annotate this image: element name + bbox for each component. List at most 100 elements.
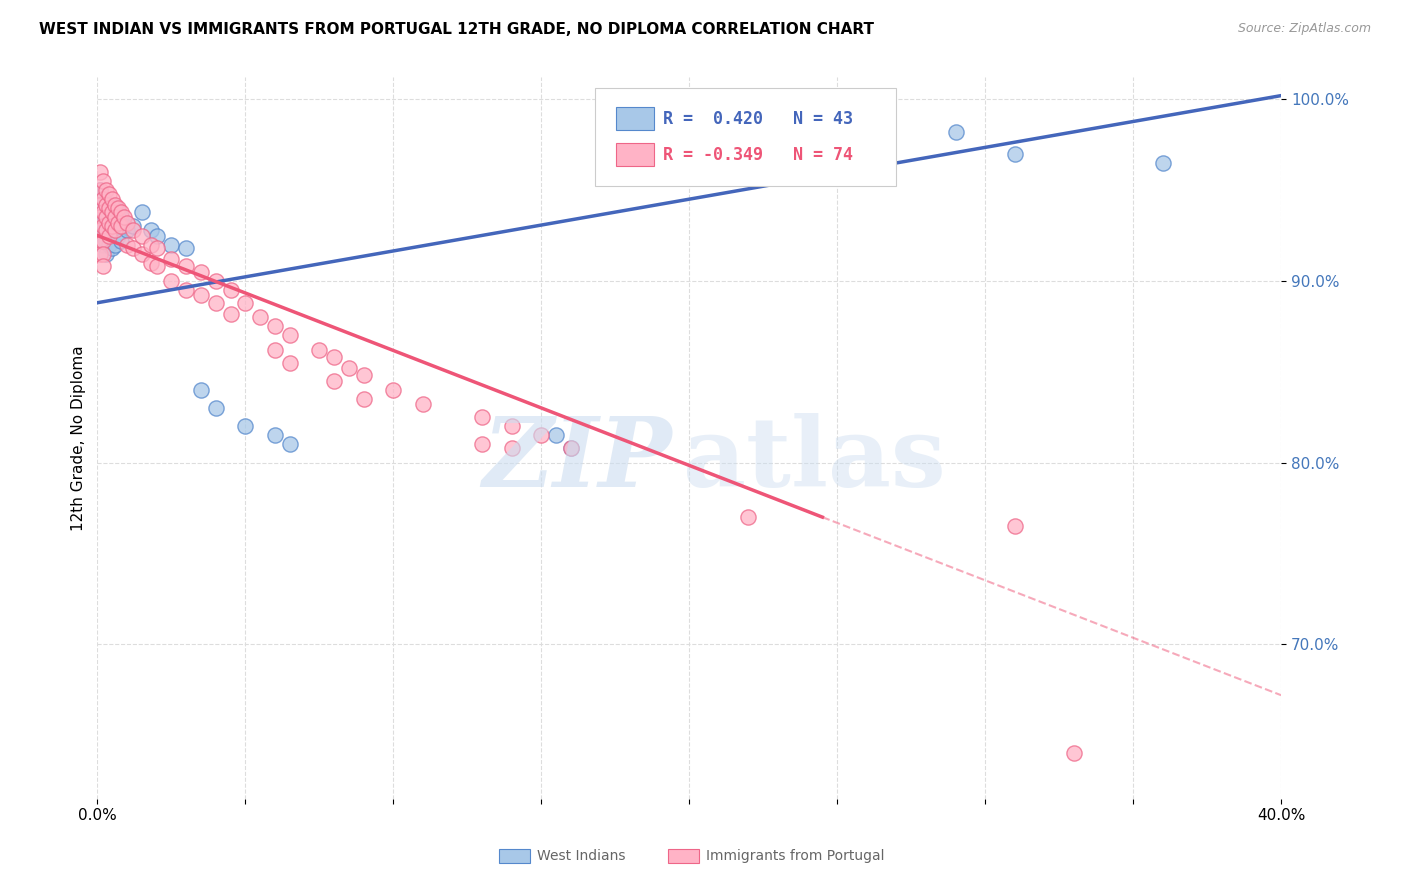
Point [89,211,111,225]
Point [264,343,287,357]
Point [204,295,226,310]
Point [98,211,121,225]
Point [98,223,121,237]
Point [91,234,114,248]
Point [174,283,197,297]
Point [412,397,434,411]
Point [278,437,301,451]
Point [471,437,494,451]
Point [131,205,153,219]
Point [101,219,124,234]
Point [160,252,183,267]
Point [104,223,127,237]
Text: Immigrants from Portugal: Immigrants from Portugal [706,849,884,863]
Point [96,246,118,260]
Point [145,228,167,243]
Point [98,201,121,215]
Point [110,219,132,234]
Point [89,211,111,225]
Point [278,356,301,370]
Point [530,428,553,442]
Text: R =  0.420   N = 43: R = 0.420 N = 43 [664,110,853,128]
Point [1152,156,1174,170]
Y-axis label: 12th Grade, No Diploma: 12th Grade, No Diploma [72,345,86,531]
Point [233,295,256,310]
Point [107,228,129,243]
Point [101,197,124,211]
Point [353,368,375,383]
Point [337,361,360,376]
Point [249,310,271,325]
Point [115,223,138,237]
Point [104,223,127,237]
Point [204,274,226,288]
Point [110,234,132,248]
Point [91,205,114,219]
Point [89,183,111,197]
Point [89,201,111,215]
Point [101,241,124,255]
Point [560,441,582,455]
Point [91,237,114,252]
Point [219,307,242,321]
Point [89,234,111,248]
Point [110,211,132,225]
Point [115,237,138,252]
Point [96,219,118,234]
Point [139,237,162,252]
Point [278,328,301,343]
Point [190,383,212,397]
Point [139,256,162,270]
Point [91,228,114,243]
Point [1004,146,1026,161]
Point [219,283,242,297]
Point [91,246,114,260]
Point [121,223,143,237]
Point [190,288,212,302]
Point [382,383,405,397]
Point [96,205,118,219]
Point [91,192,114,206]
Point [160,274,183,288]
Point [101,205,124,219]
Point [96,234,118,248]
Point [233,419,256,434]
Point [104,211,127,225]
Point [98,237,121,252]
Point [107,201,129,215]
Point [1063,747,1085,761]
Point [308,343,330,357]
Point [101,219,124,234]
Point [112,211,135,225]
Point [471,410,494,425]
Point [110,205,132,219]
Point [98,216,121,230]
Point [89,197,111,211]
Text: atlas: atlas [683,413,946,507]
Point [145,260,167,274]
Point [131,228,153,243]
Point [174,241,197,255]
Text: ZIP: ZIP [482,413,672,507]
Point [101,192,124,206]
Point [945,125,967,139]
Point [91,174,114,188]
Point [560,441,582,455]
FancyBboxPatch shape [616,107,654,130]
Point [1004,519,1026,533]
FancyBboxPatch shape [595,88,897,186]
Point [104,201,127,215]
Point [91,216,114,230]
Text: West Indians: West Indians [537,849,626,863]
Point [264,428,287,442]
Point [112,219,135,234]
Point [89,223,111,237]
Point [174,260,197,274]
Point [131,246,153,260]
Point [160,237,183,252]
Point [139,223,162,237]
Point [264,319,287,334]
Point [96,223,118,237]
Point [145,241,167,255]
Point [121,219,143,234]
